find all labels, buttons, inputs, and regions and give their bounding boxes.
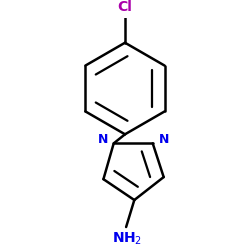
- Text: N: N: [158, 133, 169, 146]
- Text: Cl: Cl: [118, 0, 132, 14]
- Text: N: N: [98, 133, 108, 146]
- Text: NH$_2$: NH$_2$: [112, 230, 142, 247]
